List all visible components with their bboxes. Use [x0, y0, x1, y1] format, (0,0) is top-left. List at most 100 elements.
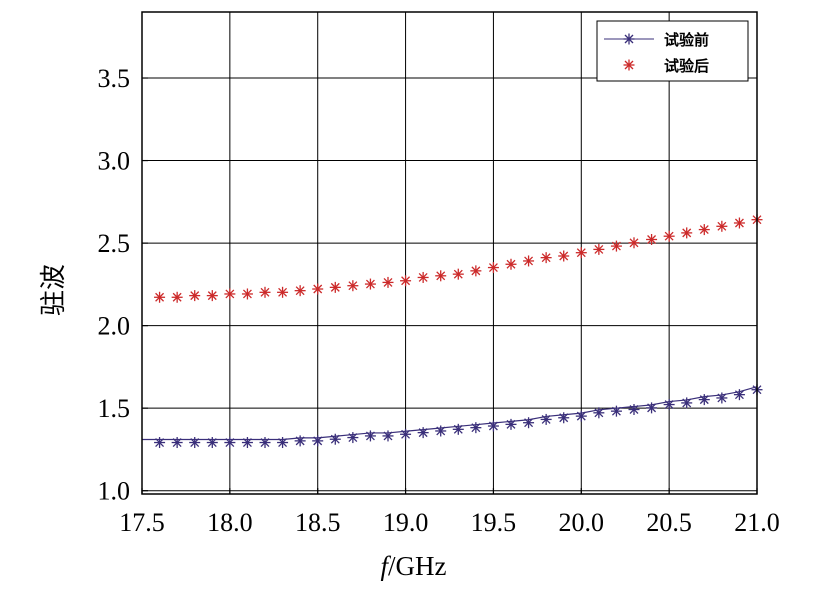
axis-ticks [141, 77, 758, 494]
legend-marker-after [623, 59, 635, 71]
data-point [154, 291, 166, 303]
x-tick-label: 18.5 [295, 508, 341, 537]
data-point [505, 418, 517, 430]
star-stroke [559, 251, 569, 261]
data-point [540, 413, 552, 425]
series-layer [142, 214, 763, 449]
star-stroke [190, 291, 200, 301]
data-point [487, 420, 499, 432]
data-point [681, 227, 693, 239]
star-stroke [295, 436, 305, 446]
legend-label-after: 试验后 [664, 57, 709, 75]
data-point [716, 220, 728, 232]
series-line [142, 386, 758, 441]
data-point [241, 437, 253, 449]
star-stroke [594, 244, 604, 254]
data-point [663, 399, 675, 411]
star-stroke [576, 248, 586, 258]
star-stroke [313, 436, 323, 446]
data-point [171, 437, 183, 449]
data-point [259, 286, 271, 298]
x-tick-label: 18.0 [207, 508, 253, 537]
x-tick-label: 19.5 [471, 508, 517, 537]
data-point [646, 233, 658, 245]
data-point [716, 392, 728, 404]
y-tick-label: 3.0 [98, 147, 131, 176]
data-point [698, 224, 710, 236]
star-stroke [682, 228, 692, 238]
star-stroke [225, 438, 235, 447]
data-point [294, 435, 306, 447]
star-stroke [278, 438, 288, 447]
star-stroke [506, 419, 516, 429]
star-stroke [278, 287, 288, 297]
plot-frame [141, 11, 758, 495]
star-stroke [330, 434, 340, 444]
data-point [382, 430, 394, 442]
data-point [575, 410, 587, 422]
x-axis-label-symbol: f [380, 551, 389, 581]
star-stroke [647, 235, 657, 244]
star-stroke [541, 253, 551, 263]
y-axis-label: 驻波 [39, 264, 69, 316]
star-stroke [453, 269, 463, 279]
x-tick-label: 20.5 [646, 508, 692, 537]
star-stroke [365, 279, 375, 289]
data-point [382, 276, 394, 288]
data-point [593, 243, 605, 255]
legend-label-before: 试验前 [664, 31, 709, 49]
x-tick-label: 20.0 [559, 508, 605, 537]
data-point [171, 291, 183, 303]
star-stroke [436, 271, 446, 281]
data-point [189, 437, 201, 449]
data-point [329, 433, 341, 445]
data-point [347, 432, 359, 444]
data-point [470, 265, 482, 277]
data-point [364, 430, 376, 442]
x-tick-label: 21.0 [734, 508, 780, 537]
star-stroke [225, 289, 235, 299]
legend-star-before [623, 33, 635, 45]
data-point [329, 281, 341, 293]
star-stroke [260, 438, 270, 447]
star-stroke [313, 284, 323, 294]
data-point [733, 389, 745, 401]
data-point [452, 268, 464, 280]
data-point [628, 404, 640, 416]
star-stroke [717, 393, 727, 403]
data-point [400, 428, 412, 440]
data-point [681, 397, 693, 409]
y-tick-label: 1.0 [98, 477, 131, 506]
star-stroke [624, 34, 634, 44]
data-point [277, 437, 289, 449]
star-stroke [155, 292, 165, 302]
data-point [189, 290, 201, 302]
legend: 试验前 试验后 [596, 20, 749, 82]
star-stroke [717, 221, 727, 231]
data-point [593, 407, 605, 419]
star-stroke [488, 263, 498, 273]
star-stroke [647, 403, 657, 413]
star-stroke [383, 277, 393, 287]
data-point [487, 262, 499, 274]
data-point [435, 270, 447, 282]
data-point [628, 237, 640, 249]
data-point [294, 285, 306, 297]
y-tick-labels: 1.0 1.5 2.0 2.5 3.0 3.5 [98, 64, 131, 506]
star-stroke [506, 259, 516, 269]
data-point [417, 427, 429, 439]
series-1 [142, 384, 763, 449]
star-stroke [541, 414, 551, 424]
star-stroke [348, 281, 358, 291]
x-tick-label: 19.0 [383, 508, 429, 537]
star-stroke [155, 438, 165, 447]
star-stroke [330, 282, 340, 292]
star-stroke [629, 238, 639, 248]
data-point [540, 252, 552, 264]
star-stroke [260, 287, 270, 297]
y-tick-label: 2.0 [98, 312, 131, 341]
star-stroke [436, 426, 446, 436]
star-stroke [383, 431, 393, 441]
data-point [558, 250, 570, 262]
